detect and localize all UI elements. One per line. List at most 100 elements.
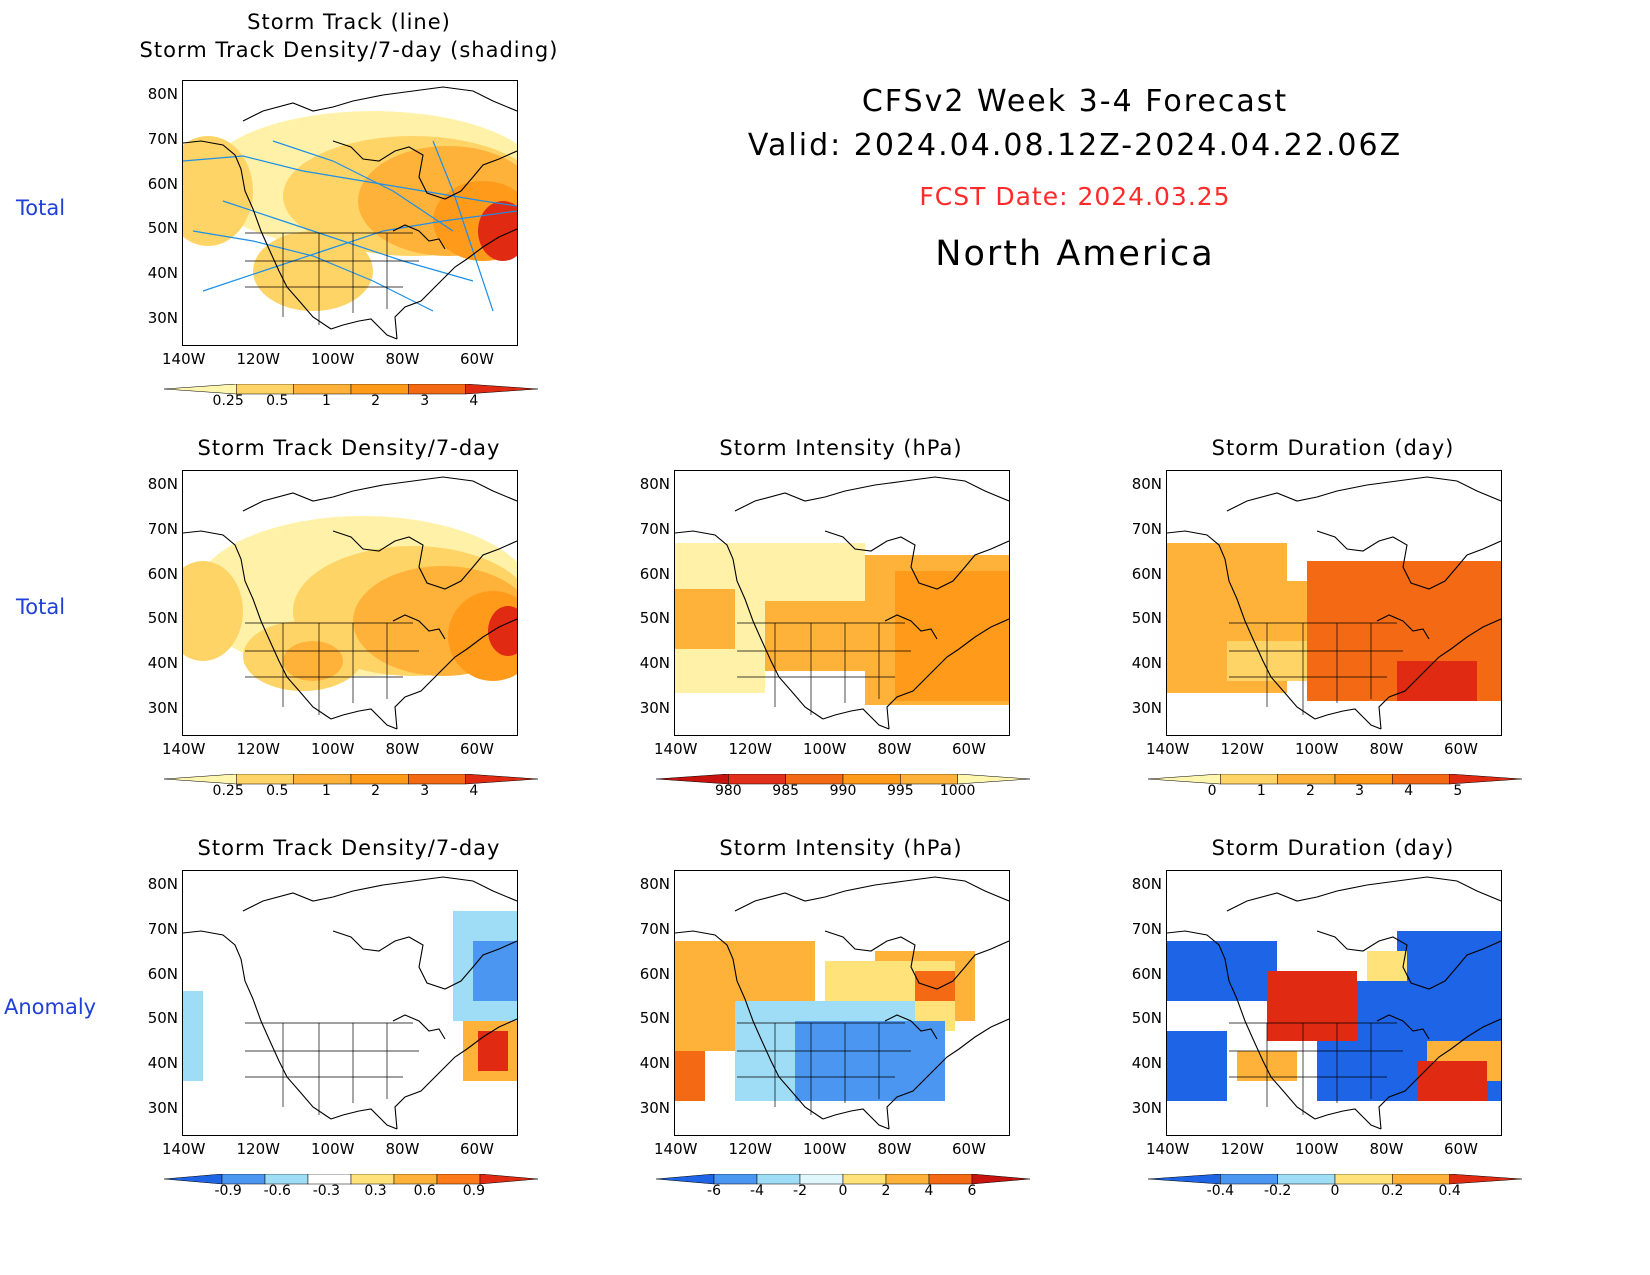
colorbar-label: 1 <box>321 393 331 409</box>
lon-tick: 60W <box>952 1140 986 1158</box>
colorbar-label: -0.9 <box>214 1183 242 1199</box>
colorbar-label: 4 <box>469 783 479 799</box>
map-canvas <box>183 86 517 340</box>
colorbar-label: 0.5 <box>266 393 289 409</box>
panel-title-duration-total: Storm Duration (day) <box>1211 436 1455 460</box>
colorbar-label: 0.4 <box>1438 1183 1461 1199</box>
colorbar-label: 6 <box>967 1183 977 1199</box>
lat-tick: 50N <box>147 609 178 628</box>
lat-tick: 70N <box>1131 919 1162 938</box>
colorbar-swatch <box>928 1173 973 1185</box>
coastline <box>242 86 517 122</box>
colorbar-swatch <box>163 1173 223 1185</box>
shading-cell <box>1167 1031 1227 1101</box>
coastline <box>734 476 1009 512</box>
coastline <box>1376 614 1430 640</box>
row-label-total-1: Total <box>16 196 66 220</box>
colorbar-track-total: 0.25 0.5 1 2 3 4 <box>163 381 539 409</box>
lat-tick: 40N <box>639 1054 670 1073</box>
coastline <box>1226 876 1501 912</box>
colorbar-label: 1 <box>1256 783 1266 799</box>
coastline <box>242 476 517 512</box>
lon-tick: 120W <box>236 350 280 368</box>
lat-tick: 70N <box>1131 519 1162 538</box>
panel-title-density-anom: Storm Track Density/7-day <box>197 836 501 860</box>
coastline <box>330 1108 398 1130</box>
coastline <box>1167 530 1316 720</box>
lon-tick: 120W <box>236 1140 280 1158</box>
lat-tick: 30N <box>147 699 178 717</box>
shading-cell <box>675 589 735 649</box>
lon-tick: 60W <box>1444 1140 1478 1158</box>
colorbar-label: -6 <box>707 1183 721 1199</box>
lon-tick: 100W <box>311 350 355 368</box>
map-canvas <box>183 876 517 1130</box>
lat-tick: 30N <box>639 1099 670 1117</box>
colorbar-swatches <box>655 1173 1031 1185</box>
shading-cell <box>675 1051 705 1101</box>
coastline <box>675 530 824 720</box>
colorbar-duration-anom: -0.4 -0.2 0 0.2 0.4 <box>1147 1171 1523 1199</box>
colorbar-swatch <box>885 1173 930 1185</box>
region-name: North America <box>935 234 1215 274</box>
lat-tick: 70N <box>147 519 178 538</box>
coastline <box>394 228 517 340</box>
coastline <box>824 530 1009 590</box>
colorbar-label: 3 <box>420 783 430 799</box>
map-duration-anom <box>1166 870 1502 1136</box>
colorbar-swatches <box>163 773 539 785</box>
coastline <box>824 930 1009 990</box>
shading-cell <box>183 991 203 1081</box>
lon-tick: 140W <box>162 740 206 758</box>
shading-cell <box>1417 1061 1487 1101</box>
colorbar-label: 2 <box>1305 783 1315 799</box>
shading-region <box>183 136 253 246</box>
lon-tick: 140W <box>654 1140 698 1158</box>
colorbar-label: 0 <box>1330 1183 1340 1199</box>
coastline <box>332 530 517 590</box>
colorbar-swatch <box>1449 1173 1523 1185</box>
lon-tick: 60W <box>460 740 494 758</box>
storm-track-line <box>432 140 494 312</box>
colorbar-label: 0.6 <box>413 1183 436 1199</box>
colorbar-swatch <box>842 1173 887 1185</box>
shading-cell <box>1267 971 1357 1041</box>
row-label-anomaly: Anomaly <box>4 995 97 1019</box>
map-density-total <box>182 470 518 736</box>
lat-tick: 30N <box>1131 699 1162 717</box>
lon-tick: 60W <box>952 740 986 758</box>
lat-tick: 50N <box>1131 609 1162 628</box>
lon-tick: 140W <box>162 350 206 368</box>
colorbar-swatches <box>1147 1173 1523 1185</box>
lon-tick: 80W <box>1369 740 1404 758</box>
colorbar-label: 3 <box>420 393 430 409</box>
coastline <box>394 1018 517 1130</box>
shading-cell <box>765 601 875 671</box>
coastline <box>1226 476 1501 512</box>
lat-tick: 60N <box>1131 564 1162 583</box>
map-duration-total <box>1166 470 1502 736</box>
map-intensity-anom <box>674 870 1010 1136</box>
colorbar-label: 0.5 <box>266 783 289 799</box>
colorbar-label: 1000 <box>939 783 976 799</box>
panel-title-track-total: Storm Track (line) <box>247 10 451 34</box>
lat-tick: 60N <box>147 174 178 193</box>
lat-tick: 60N <box>147 964 178 983</box>
lat-tick: 30N <box>639 699 670 717</box>
coastline <box>392 224 446 250</box>
shading-cell <box>795 1021 945 1101</box>
lon-tick: 100W <box>803 740 847 758</box>
coastline <box>332 930 517 990</box>
lon-tick: 140W <box>654 740 698 758</box>
lat-tick: 40N <box>147 654 178 673</box>
colorbar-label: 990 <box>829 783 857 799</box>
colorbar-label: 0 <box>1207 783 1217 799</box>
forecast-date: FCST Date: 2024.03.25 <box>919 182 1231 211</box>
shading-region <box>488 606 517 656</box>
colorbar-label: 3 <box>1355 783 1365 799</box>
map-canvas <box>675 476 1009 730</box>
lon-tick: 80W <box>1369 1140 1404 1158</box>
lat-tick: 30N <box>1131 1099 1162 1117</box>
colorbar-label: 1 <box>321 783 331 799</box>
lon-tick: 80W <box>385 1140 420 1158</box>
